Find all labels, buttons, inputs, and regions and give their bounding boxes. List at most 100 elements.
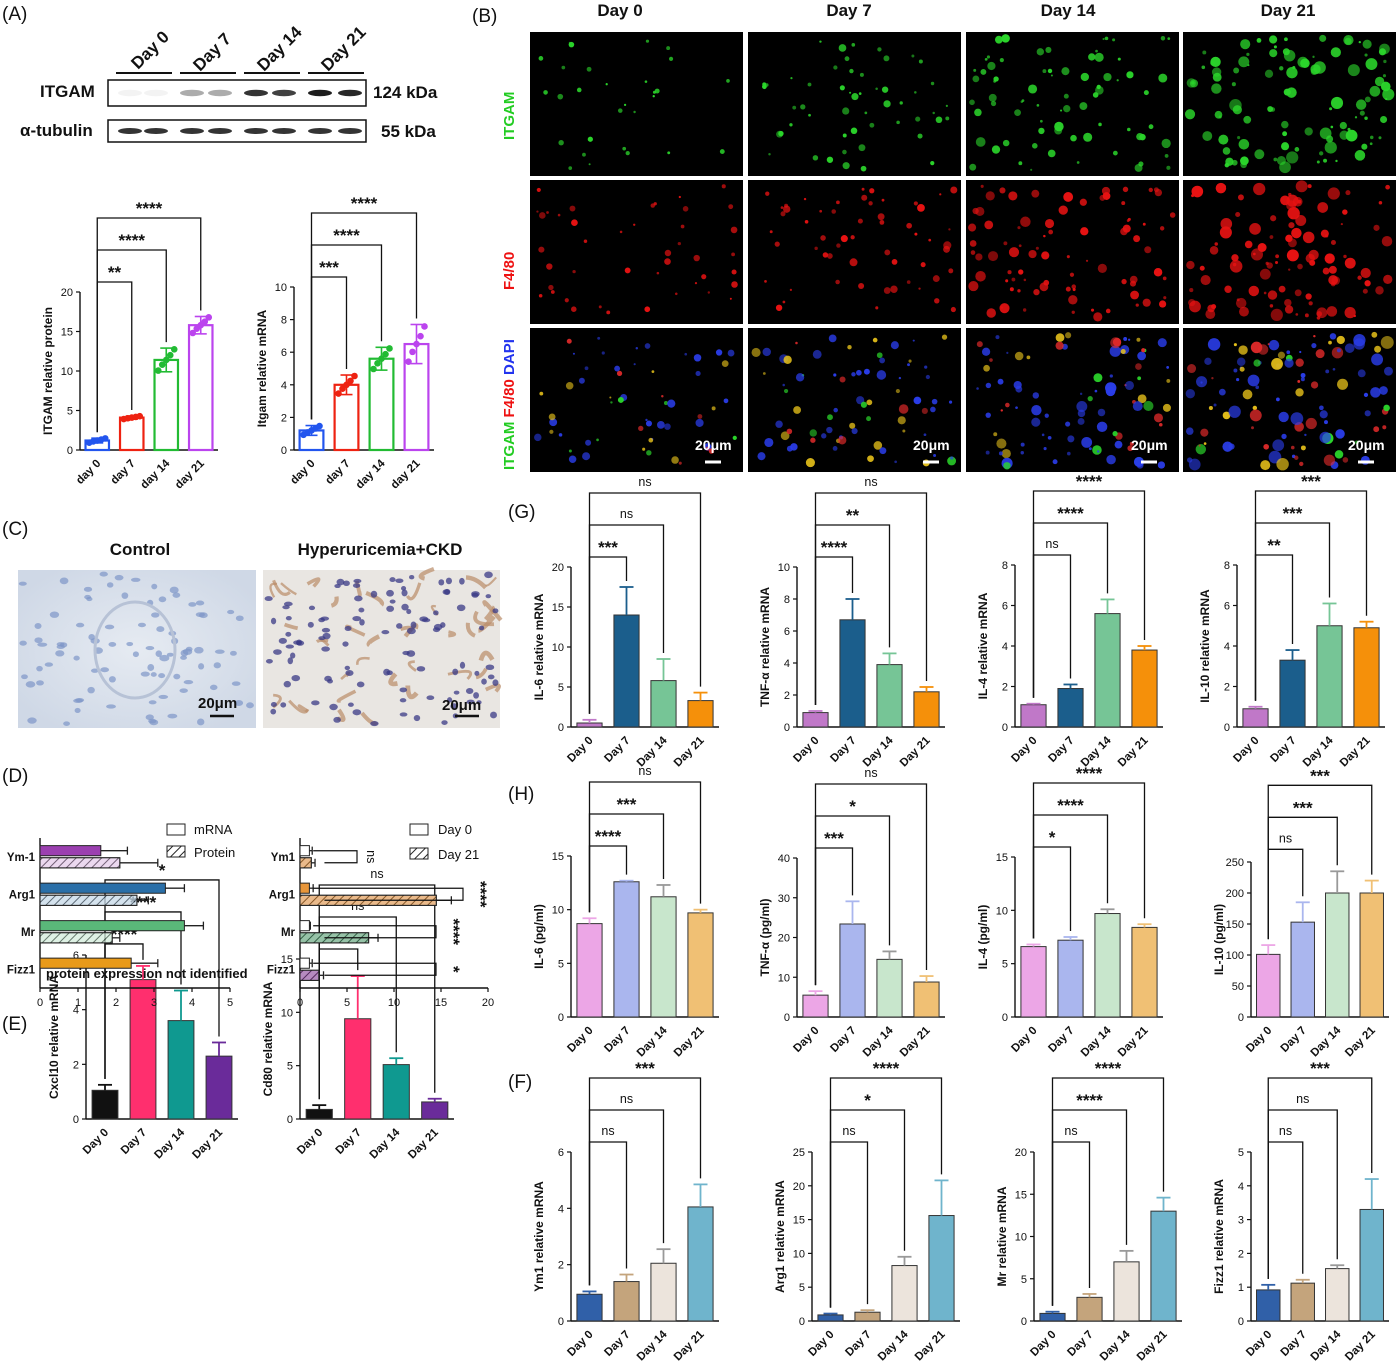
y-tick-label: 15 [61, 327, 73, 339]
micro-signal [1122, 186, 1129, 193]
micro-signal [1233, 67, 1240, 74]
micro-signal [727, 349, 735, 357]
micro-signal [1098, 122, 1102, 127]
bar [1353, 627, 1380, 728]
micro-signal [1207, 338, 1221, 351]
micro-signal [635, 346, 639, 350]
micro-signal [1347, 64, 1360, 77]
ihc-nucleus [183, 679, 194, 685]
ihc-nucleus [283, 680, 291, 688]
micro-signal [1143, 90, 1149, 96]
significance-bracket [829, 1141, 869, 1308]
y-tick-label: 5 [799, 1282, 805, 1294]
micro-signal [778, 130, 784, 137]
micro-signal [1065, 332, 1072, 339]
micro-signal [1343, 35, 1354, 46]
micro-image [748, 32, 961, 176]
micro-signal [1148, 187, 1153, 193]
micro-signal [782, 383, 785, 387]
ihc-stain [485, 576, 497, 587]
micro-signal [1353, 338, 1365, 350]
micro-signal [1063, 93, 1069, 99]
micro-signal [534, 433, 542, 442]
scale-bar-label: 20μm [442, 697, 481, 714]
data-point [166, 351, 174, 359]
micro-signal [941, 334, 948, 340]
panel-label-a: (A) [2, 4, 27, 25]
y-tick-label: 2 [558, 1260, 564, 1272]
micro-signal [985, 450, 990, 455]
micro-signal [833, 373, 837, 377]
micro-signal [623, 103, 627, 106]
ihc-label: Hyperuricemia+CKD [298, 540, 463, 559]
lane-label: Day 7 [189, 29, 235, 75]
micro-signal [827, 414, 833, 421]
micro-signal [1240, 39, 1251, 50]
micro-signal [1109, 345, 1121, 357]
y-tick-label: 0 [287, 1114, 293, 1126]
ihc-nucleus [83, 586, 93, 592]
micro-signal [1288, 238, 1297, 248]
micro-signal [987, 61, 996, 71]
ihc-nucleus [270, 617, 277, 625]
bar-hatch [299, 857, 312, 869]
y-tick-label: 0 [784, 1012, 790, 1024]
significance-label: **** [333, 226, 360, 245]
significance-label: **** [136, 199, 163, 218]
ihc-nucleus [148, 718, 157, 724]
micro-signal [842, 107, 850, 115]
ihc-nucleus [450, 703, 458, 710]
micro-signal [1077, 417, 1085, 425]
micro-signal [908, 359, 912, 363]
significance-label: **** [595, 827, 622, 846]
y-tick-label: 4 [281, 380, 287, 392]
micro-signal [1259, 268, 1271, 280]
y-tick-label: 30 [778, 893, 790, 905]
chart-G4: 0 2 4 6 8 IL-10 relative mRNA Day 0 Day 7 Day 14… [1198, 472, 1385, 769]
ihc-nucleus [270, 708, 277, 715]
ihc-stain [477, 615, 496, 633]
micro-signal [872, 337, 878, 343]
ihc-disease-image [263, 570, 500, 728]
micro-signal [1267, 106, 1274, 112]
micro-signal [1043, 447, 1047, 451]
micro-signal [1008, 247, 1020, 258]
scale-bar-label: 20μm [1348, 437, 1385, 453]
ihc-nucleus [34, 623, 42, 630]
micro-signal [774, 241, 780, 247]
micro-signal [1364, 96, 1371, 103]
ihc-nucleus [413, 714, 421, 722]
micro-signal [610, 401, 613, 404]
micro-signal [616, 370, 623, 376]
micro-signal [983, 364, 990, 372]
significance-label: *** [1301, 472, 1321, 491]
micro-signal [986, 308, 996, 318]
micro-signal [1058, 205, 1068, 215]
x-tick-label: Day 7 [1065, 1329, 1095, 1359]
ihc-nucleus [166, 652, 174, 657]
micro-signal [1354, 116, 1358, 119]
micro-signal [1215, 182, 1227, 194]
micro-signal [861, 194, 868, 201]
micro-signal [1324, 234, 1329, 238]
y-tick-label: 5 [67, 406, 73, 418]
micro-signal [832, 445, 838, 451]
micro-signal [1302, 231, 1315, 244]
y-tick-label: 1 [1238, 1282, 1244, 1294]
micro-signal [1045, 46, 1052, 53]
data-point [316, 422, 323, 430]
y-tick-label: 15 [1015, 1189, 1027, 1201]
micro-signal [1036, 48, 1045, 56]
micro-signal [849, 91, 852, 94]
ihc-stain [465, 622, 476, 638]
y-tick-label: 2 [1238, 1248, 1244, 1260]
micro-signal [1065, 286, 1071, 292]
ihc-nucleus [74, 707, 81, 714]
micro-signal [780, 206, 784, 209]
significance-label: ns [370, 867, 383, 881]
micro-signal [1272, 439, 1285, 452]
x-tick-label: Day 14 [861, 1024, 896, 1059]
micro-signal [1281, 120, 1289, 129]
